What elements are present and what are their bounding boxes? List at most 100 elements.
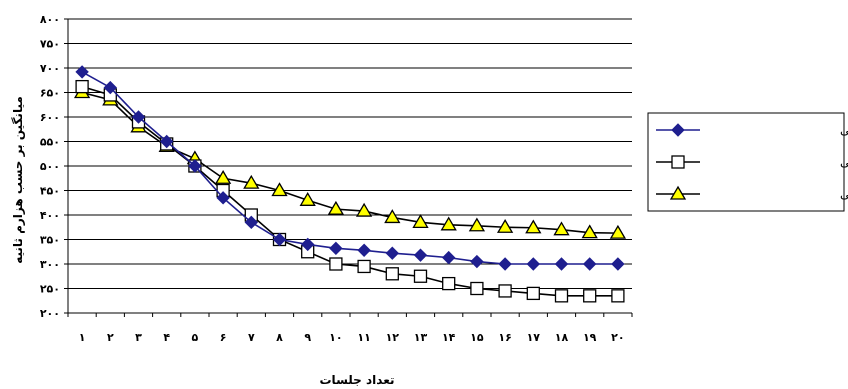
legend-item: گروه ذهنی + بدنی — [656, 155, 848, 170]
data-point — [498, 284, 512, 298]
y-tick-label: ۲۵۰ — [40, 283, 60, 296]
axes — [64, 18, 633, 317]
data-point — [440, 216, 457, 231]
data-point — [272, 232, 287, 247]
legend-item: گروه بدنی + ذهنی — [656, 185, 848, 202]
series-2 — [75, 79, 625, 303]
x-tick-label: ۱۷ — [527, 331, 541, 344]
y-tick-label: ۷۵۰ — [40, 38, 60, 51]
data-point — [496, 218, 514, 233]
y-tick-label: ۳۵۰ — [40, 234, 60, 247]
y-tick-label: ۶۰۰ — [40, 111, 60, 124]
data-point — [299, 192, 316, 206]
data-point — [385, 267, 399, 281]
y-tick-label: ۵۰۰ — [40, 160, 60, 173]
data-point — [671, 123, 685, 137]
data-point — [611, 289, 625, 303]
y-tick-label: ۶۵۰ — [40, 87, 60, 100]
data-point — [271, 182, 288, 197]
data-point — [468, 217, 486, 232]
data-point — [413, 269, 428, 283]
x-tick-label: ۱۳ — [414, 331, 428, 344]
grid-lines — [68, 18, 632, 289]
x-axis-title: تعداد جلسات — [320, 373, 395, 387]
data-point — [75, 79, 89, 94]
data-point — [526, 286, 540, 301]
data-point — [470, 254, 484, 269]
x-tick-label: ۱ — [79, 331, 86, 344]
x-tick-label: ۱۶ — [498, 331, 511, 344]
x-tick-label: ۳ — [135, 331, 142, 344]
data-point — [554, 289, 569, 303]
series-line — [81, 71, 618, 265]
y-tick-labels: ۲۰۰ ۲۵۰ ۳۰۰ ۳۵۰ ۴۰۰ ۴۵۰ ۵۰۰ ۵۵۰ ۶۰۰ ۶۵۰ ۷۰۰ ۷۵۰ ۸۰۰ — [40, 13, 60, 320]
data-point — [216, 191, 230, 205]
series-1 — [75, 65, 625, 271]
x-tick-labels: ۱ ۲ ۳ ۴ ۵ ۶ ۷ ۸ ۹ ۱۰ ۱۱ ۱۲ ۱۳ ۱۴ ۱۵ ۱۶ ۱۷ ۱۸ ۱۹ ۲۰ — [79, 331, 625, 344]
data-point — [300, 237, 315, 252]
data-point — [159, 134, 174, 149]
y-tick-label: ۴۰۰ — [40, 209, 60, 222]
y-axis-title: میانگین بر حسب هزارم ثانیه — [11, 96, 26, 264]
data-point — [103, 80, 118, 95]
data-point — [412, 214, 429, 229]
data-point — [357, 243, 371, 257]
x-tick-label: ۸ — [276, 331, 283, 344]
y-tick-label: ۴۵۰ — [40, 185, 60, 198]
series-group — [73, 65, 627, 303]
legend-item: گروه بدنی — [656, 123, 848, 138]
x-tick-label: ۱۴ — [442, 331, 456, 344]
data-point — [470, 281, 484, 296]
x-tick-label: ۱۱ — [357, 331, 370, 344]
data-point — [75, 65, 89, 79]
data-point — [441, 250, 456, 265]
data-point — [498, 257, 512, 271]
series-line — [81, 91, 618, 234]
y-tick-label: ۸۰۰ — [40, 13, 60, 26]
data-point — [554, 257, 569, 271]
data-point — [384, 209, 401, 224]
data-point — [553, 221, 570, 236]
data-point — [581, 224, 598, 239]
data-point — [385, 246, 400, 260]
data-point — [609, 224, 627, 239]
data-point — [244, 215, 259, 230]
data-point — [357, 259, 371, 274]
data-point — [355, 202, 373, 217]
data-point — [188, 159, 202, 173]
data-point — [214, 169, 232, 184]
legend-label: گروه بدنی — [840, 123, 848, 138]
x-tick-label: ۱۹ — [583, 331, 597, 344]
x-tick-label: ۱۸ — [555, 331, 569, 344]
data-point — [671, 155, 685, 169]
data-point — [526, 257, 541, 271]
x-tick-label: ۵ — [192, 331, 199, 344]
data-point — [611, 257, 625, 271]
data-point — [582, 257, 597, 271]
x-tick-label: ۱۵ — [470, 331, 484, 344]
x-tick-label: ۲۰ — [611, 331, 624, 344]
x-tick-label: ۶ — [220, 331, 227, 344]
y-tick-label: ۷۰۰ — [40, 62, 60, 75]
legend-label: گروه ذهنی + بدنی — [840, 155, 848, 170]
legend: گروه بدنی گروه ذهنی + بدنی گروه بدنی + ذهن… — [647, 112, 848, 212]
x-tick-label: ۱۲ — [386, 331, 400, 344]
data-point — [131, 110, 146, 124]
y-tick-label: ۳۰۰ — [40, 258, 60, 271]
data-point — [329, 257, 343, 271]
data-point — [243, 174, 260, 189]
y-tick-label: ۵۵۰ — [40, 136, 60, 149]
x-tick-label: ۴ — [163, 331, 170, 344]
data-point — [329, 241, 343, 256]
data-point — [669, 185, 687, 200]
x-tick-label: ۹ — [304, 331, 311, 344]
data-point — [525, 219, 542, 234]
y-tick-label: ۲۰۰ — [40, 307, 60, 320]
legend-label: گروه بدنی + ذهنی — [840, 187, 848, 202]
x-tick-label: ۱۰ — [329, 331, 342, 344]
x-tick-label: ۲ — [107, 331, 114, 344]
data-point — [413, 248, 428, 262]
x-tick-label: ۷ — [248, 331, 255, 344]
data-point — [327, 200, 345, 215]
